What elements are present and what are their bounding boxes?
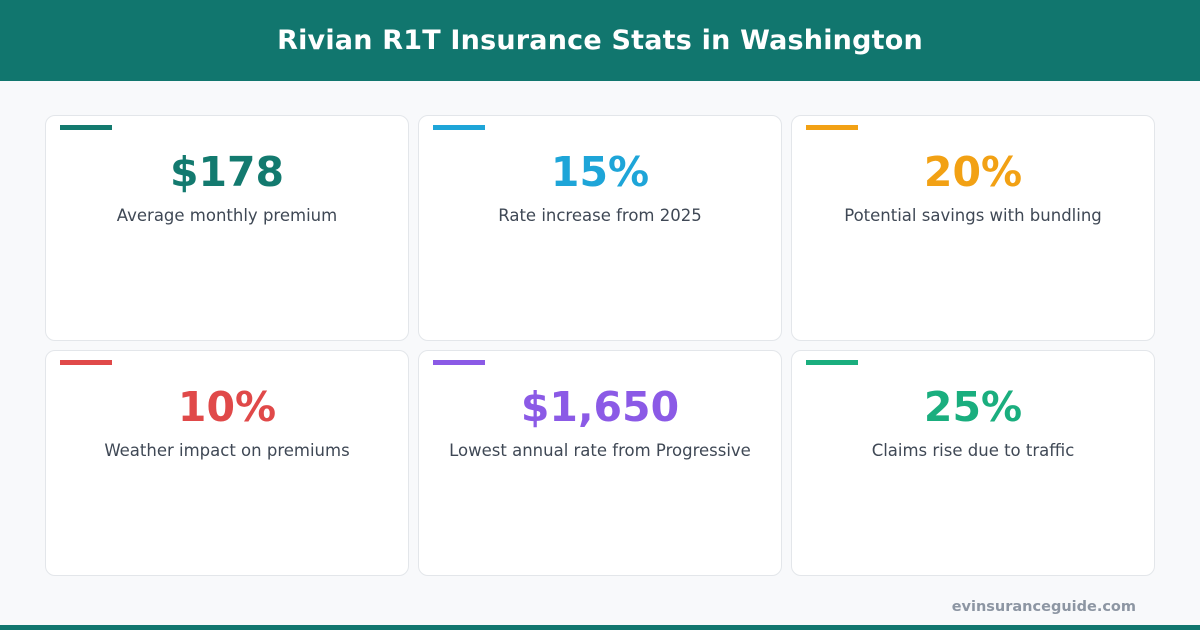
stat-label: Claims rise due to traffic [871,441,1075,460]
stat-value: 10% [177,383,277,431]
stat-value: $178 [169,148,285,196]
stat-label: Lowest annual rate from Progressive [449,441,751,460]
bottom-accent-bar [0,625,1200,630]
card-accent-bar [60,125,112,130]
stat-card-average-monthly-premium: $178 Average monthly premium [45,115,409,341]
stat-card-weather-impact: 10% Weather impact on premiums [45,350,409,576]
stat-label: Potential savings with bundling [844,206,1102,225]
stat-card-rate-increase: 15% Rate increase from 2025 [418,115,782,341]
stat-label: Rate increase from 2025 [498,206,702,225]
page-header: Rivian R1T Insurance Stats in Washington [0,0,1200,81]
stat-card-claims-rise: 25% Claims rise due to traffic [791,350,1155,576]
stat-value: $1,650 [520,383,680,431]
stat-label: Average monthly premium [116,206,338,225]
stat-value: 15% [550,148,650,196]
card-accent-bar [60,360,112,365]
stat-value: 20% [923,148,1023,196]
stat-value: 25% [923,383,1023,431]
stat-card-lowest-annual-rate: $1,650 Lowest annual rate from Progressi… [418,350,782,576]
card-accent-bar [433,360,485,365]
stat-label: Weather impact on premiums [104,441,350,460]
card-accent-bar [806,125,858,130]
page-title: Rivian R1T Insurance Stats in Washington [277,25,923,56]
stat-card-bundling-savings: 20% Potential savings with bundling [791,115,1155,341]
card-accent-bar [433,125,485,130]
stats-grid: $178 Average monthly premium 15% Rate in… [45,115,1155,576]
site-url: evinsuranceguide.com [951,599,1136,615]
card-accent-bar [806,360,858,365]
